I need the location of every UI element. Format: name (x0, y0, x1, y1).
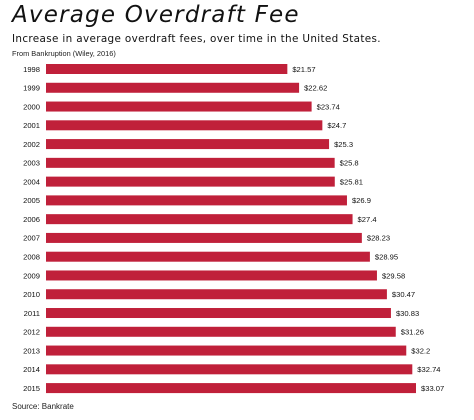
y-tick-label: 1998 (23, 65, 40, 74)
bar-value-label: $22.62 (304, 84, 327, 93)
bar (46, 251, 370, 262)
y-tick-label: 2010 (23, 290, 40, 299)
bar-value-label: $30.83 (396, 309, 419, 318)
bar (46, 308, 391, 319)
bar (46, 139, 330, 150)
bar-value-label: $33.07 (421, 384, 444, 393)
bar-value-label: $31.26 (401, 328, 424, 337)
chart-subtitle: Increase in average overdraft fees, over… (12, 33, 381, 45)
bar-value-label: $24.7 (327, 121, 346, 130)
y-tick-label: 2006 (23, 215, 40, 224)
bar (46, 214, 353, 225)
y-tick-label: 2009 (23, 271, 40, 280)
y-tick-label: 2007 (23, 234, 40, 243)
bar-value-label: $32.2 (411, 346, 430, 355)
bar-value-label: $26.9 (352, 196, 371, 205)
bar (46, 364, 413, 375)
bar (46, 345, 407, 356)
y-tick-label: 1999 (23, 84, 40, 93)
bar-value-label: $23.74 (317, 102, 340, 111)
bar (46, 64, 288, 74)
bar-value-label: $28.23 (367, 234, 390, 243)
bar-value-label: $30.47 (392, 290, 415, 299)
bar-value-label: $25.3 (334, 140, 353, 149)
bar-value-label: $29.58 (382, 271, 405, 280)
bar (46, 157, 335, 168)
bar (46, 120, 323, 131)
y-tick-label: 2008 (23, 253, 40, 262)
bar-value-label: $28.95 (375, 253, 398, 262)
y-tick-label: 2011 (24, 309, 40, 318)
y-tick-label: 2002 (23, 140, 40, 149)
bar (46, 82, 300, 93)
bar-group: 1998 $21.57 1999 $22.62 2000 $23.74 2001 $24.7 2… (23, 64, 444, 394)
bar (46, 195, 347, 206)
y-tick-label: 2013 (23, 346, 40, 355)
chart-source: Source: Bankrate (12, 402, 74, 411)
y-tick-label: 2004 (23, 177, 40, 186)
y-tick-label: 2014 (23, 365, 40, 374)
y-tick-label: 2012 (23, 328, 40, 337)
bar-value-label: $25.81 (340, 177, 363, 186)
chart-title: Average Overdraft Fee (12, 2, 300, 28)
bar (46, 289, 387, 300)
bar-value-label: $21.57 (292, 65, 315, 74)
y-tick-label: 2001 (23, 121, 40, 130)
bar (46, 326, 396, 337)
bar-value-label: $25.8 (340, 159, 359, 168)
bar (46, 270, 377, 281)
y-tick-label: 2003 (23, 159, 40, 168)
bar (46, 176, 335, 187)
bar-value-label: $27.4 (358, 215, 377, 224)
bar (46, 101, 312, 112)
y-tick-label: 2015 (23, 384, 40, 393)
bar (46, 383, 416, 394)
bar (46, 232, 362, 243)
bar-value-label: $32.74 (417, 365, 440, 374)
y-tick-label: 2005 (23, 196, 40, 205)
y-tick-label: 2000 (23, 102, 40, 111)
chart-source-note: From Bankruption (Wiley, 2016) (12, 49, 116, 58)
